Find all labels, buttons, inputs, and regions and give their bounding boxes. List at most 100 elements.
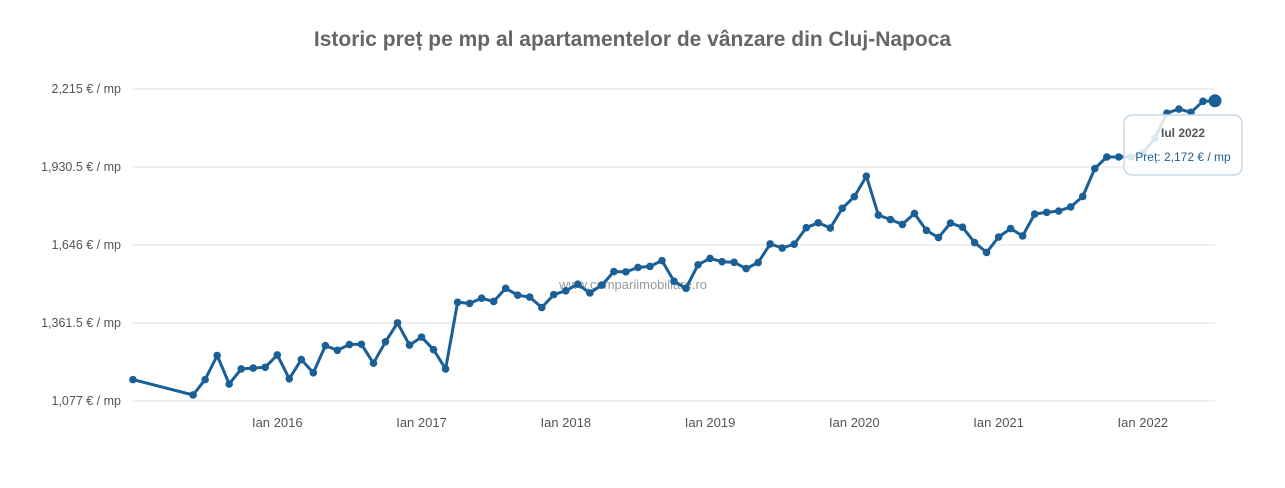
data-point[interactable] [706, 254, 714, 263]
data-points [129, 94, 1222, 399]
data-point[interactable] [489, 297, 498, 306]
data-point[interactable] [1042, 208, 1051, 217]
data-point[interactable] [441, 365, 450, 373]
tooltip-value: Preț: 2,172 € / mp [1135, 150, 1231, 164]
data-point[interactable] [874, 211, 883, 219]
data-point[interactable] [994, 233, 1003, 241]
data-point[interactable] [898, 220, 907, 229]
data-point[interactable] [742, 264, 750, 273]
data-point[interactable] [1199, 97, 1207, 106]
data-point[interactable] [754, 258, 762, 267]
data-point[interactable] [1054, 207, 1063, 215]
data-point[interactable] [730, 258, 738, 267]
data-point[interactable] [1090, 164, 1099, 173]
data-point[interactable] [501, 284, 510, 293]
data-point[interactable] [1006, 224, 1015, 233]
data-point[interactable] [405, 341, 414, 349]
data-point[interactable] [886, 215, 895, 224]
data-point[interactable] [525, 293, 534, 301]
data-point[interactable] [862, 172, 871, 180]
highlighted-data-point[interactable] [1208, 94, 1222, 108]
data-point[interactable] [273, 351, 282, 359]
data-point[interactable] [1030, 210, 1039, 218]
data-point[interactable] [910, 209, 919, 218]
data-point[interactable] [646, 262, 654, 271]
data-point[interactable] [465, 299, 474, 308]
data-point[interactable] [958, 223, 967, 231]
data-point[interactable] [658, 256, 666, 265]
data-point[interactable] [598, 281, 606, 289]
data-point[interactable] [201, 375, 209, 384]
data-point[interactable] [946, 219, 955, 227]
data-point[interactable] [213, 351, 221, 360]
x-tick-label: Ian 2017 [396, 415, 447, 430]
data-point[interactable] [610, 267, 618, 276]
data-point[interactable] [718, 257, 726, 266]
data-point[interactable] [189, 391, 197, 399]
data-point[interactable] [1115, 153, 1123, 161]
x-tick-label: Ian 2020 [829, 415, 880, 430]
grid-lines [133, 88, 1215, 402]
x-tick-label: Ian 2022 [1118, 415, 1169, 430]
data-point[interactable] [814, 218, 823, 227]
data-point[interactable] [778, 244, 786, 252]
data-point[interactable] [381, 337, 390, 346]
data-point[interactable] [934, 233, 943, 242]
data-point[interactable] [850, 192, 859, 201]
data-point[interactable] [694, 260, 702, 269]
y-tick-label: 1,646 € / mp [52, 238, 122, 252]
y-axis-labels: 2,215 € / mp 1,930.5 € / mp 1,646 € / mp 1,… [41, 82, 121, 408]
data-point[interactable] [562, 286, 570, 295]
y-tick-label: 1,930.5 € / mp [41, 160, 121, 174]
data-point[interactable] [345, 340, 354, 349]
data-point[interactable] [237, 365, 245, 373]
tooltip-box [1123, 114, 1243, 176]
data-point[interactable] [970, 238, 979, 247]
data-point[interactable] [357, 340, 366, 349]
data-point[interactable] [1103, 153, 1111, 161]
data-point[interactable] [453, 298, 462, 307]
data-point[interactable] [477, 294, 486, 302]
tooltip: Iul 2022 Preț: 2,172 € / mp [1123, 114, 1243, 176]
data-point[interactable] [1187, 108, 1195, 117]
data-point[interactable] [369, 359, 378, 367]
data-point[interactable] [634, 263, 642, 272]
data-point[interactable] [285, 374, 294, 383]
data-point[interactable] [537, 303, 546, 312]
data-point[interactable] [249, 364, 258, 372]
chart-title: Istoric preț pe mp al apartamentelor de … [313, 28, 952, 51]
data-point[interactable] [790, 240, 799, 248]
data-point[interactable] [1078, 192, 1087, 201]
data-point[interactable] [1175, 105, 1183, 113]
data-point[interactable] [766, 240, 774, 248]
data-point[interactable] [309, 368, 318, 377]
data-point[interactable] [429, 345, 438, 354]
data-point[interactable] [982, 248, 991, 257]
data-point[interactable] [574, 280, 582, 289]
data-point[interactable] [586, 289, 594, 297]
data-point[interactable] [225, 380, 233, 388]
y-tick-label: 2,215 € / mp [52, 82, 122, 96]
data-point[interactable] [838, 204, 847, 213]
data-point[interactable] [922, 226, 931, 235]
data-point[interactable] [682, 284, 690, 293]
data-point[interactable] [261, 363, 270, 372]
data-point[interactable] [802, 223, 811, 232]
x-tick-label: Ian 2019 [685, 415, 736, 430]
data-point[interactable] [129, 375, 137, 384]
data-point[interactable] [417, 333, 426, 341]
data-point[interactable] [670, 277, 678, 285]
data-point[interactable] [513, 291, 522, 299]
data-point[interactable] [333, 346, 342, 355]
tooltip-date: Iul 2022 [1161, 126, 1205, 140]
data-point[interactable] [622, 268, 630, 276]
data-point[interactable] [1018, 232, 1027, 240]
data-point[interactable] [826, 224, 835, 232]
data-point[interactable] [1066, 203, 1075, 211]
x-tick-label: Ian 2016 [252, 415, 303, 430]
data-point[interactable] [297, 355, 306, 364]
data-point[interactable] [549, 290, 558, 299]
data-point[interactable] [393, 319, 402, 327]
x-axis-labels: Ian 2016 Ian 2017 Ian 2018 Ian 2019 Ian 2020… [252, 415, 1168, 430]
data-point[interactable] [321, 341, 330, 350]
